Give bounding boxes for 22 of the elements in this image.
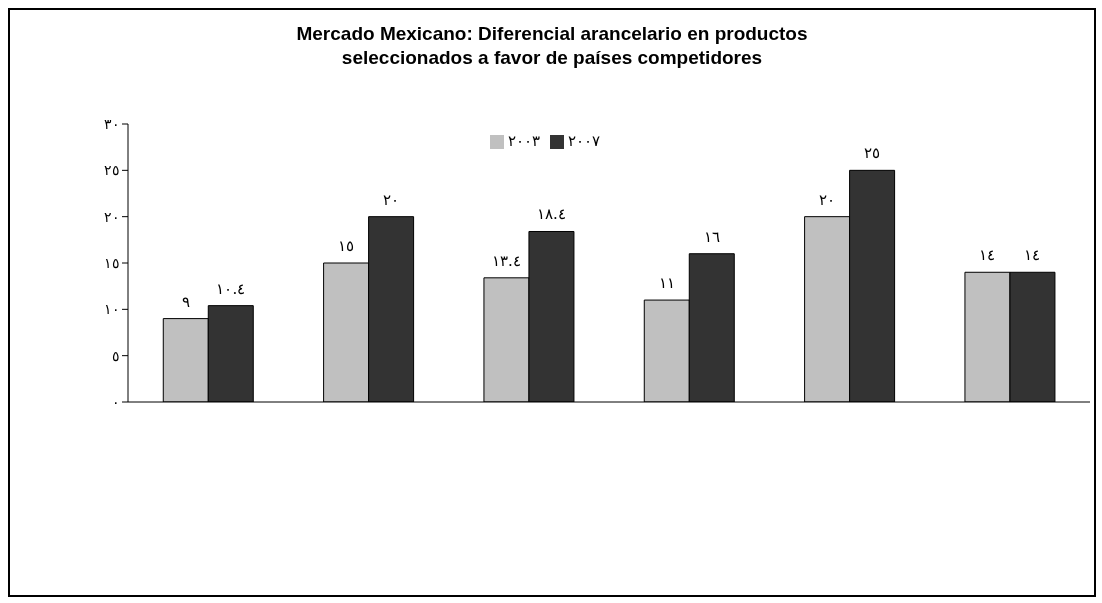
data-label: ٢٥ xyxy=(864,144,881,163)
data-label: ٩ xyxy=(181,292,190,311)
data-label: ١٦ xyxy=(703,227,720,246)
data-label: ١٨.٤ xyxy=(537,205,566,224)
legend-label: ٢٠٠٣ xyxy=(508,132,540,150)
data-label: ١٤ xyxy=(1024,246,1041,265)
y-tick-label: ١٥ xyxy=(104,254,120,271)
y-tick-label: ٣٠ xyxy=(104,115,120,132)
y-tick-label: ١٠ xyxy=(104,301,120,318)
y-tick-label: ٢٥ xyxy=(104,162,120,179)
data-label: ١١ xyxy=(658,274,675,293)
data-label: ١٠.٤ xyxy=(216,279,246,298)
legend-label: ٢٠٠٧ xyxy=(568,132,600,150)
data-label: ٢٠ xyxy=(383,190,400,209)
data-label: ١٣.٤ xyxy=(492,251,521,270)
data-label: ٢٠ xyxy=(819,190,836,209)
chart-title: Mercado Mexicano: Diferencial arancelario en productos seleccionados a favor de países competidores xyxy=(295,22,809,70)
data-label: ١٥ xyxy=(338,237,355,255)
y-tick-label: ٥ xyxy=(112,347,120,364)
data-label: ١٤ xyxy=(979,246,996,265)
y-tick-label: ٢٠ xyxy=(104,208,120,225)
y-tick-label: ٠ xyxy=(112,393,120,410)
